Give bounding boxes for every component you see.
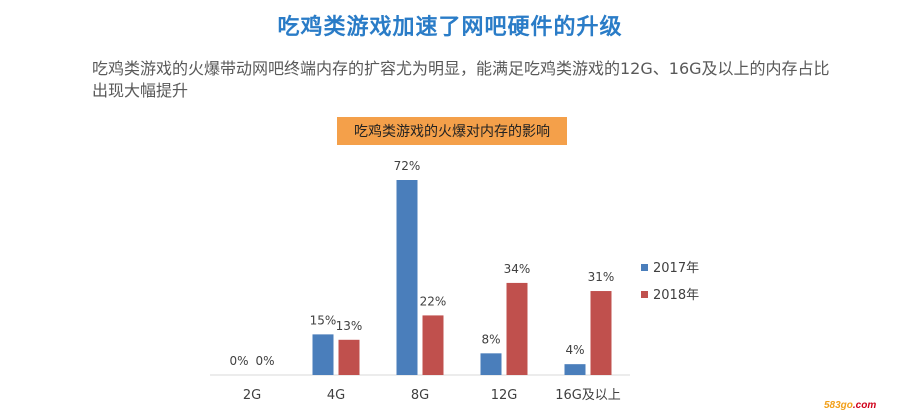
- page-subtitle: 吃鸡类游戏的火爆带动网吧终端内存的扩容尤为明显，能满足吃鸡类游戏的12G、16G…: [92, 59, 830, 100]
- bar-12G-2018年: [506, 282, 528, 375]
- x-tick-label-8G: 8G: [411, 388, 429, 403]
- bar-4G-2018年: [338, 339, 360, 375]
- data-label-4G-2017年: 15%: [310, 313, 337, 327]
- page-title: 吃鸡类游戏加速了网吧硬件的升级: [277, 15, 623, 40]
- data-label-8G-2017年: 72%: [394, 159, 421, 173]
- x-tick-label-12G: 12G: [491, 388, 518, 403]
- data-label-12G-2018年: 34%: [504, 262, 531, 276]
- watermark-part2: .com: [852, 400, 877, 411]
- data-label-2G-2018年: 0%: [255, 354, 274, 368]
- data-label-2G-2017年: 0%: [229, 354, 248, 368]
- watermark-part1: 583go: [824, 400, 853, 411]
- legend-swatch-2018年: [641, 291, 648, 298]
- legend-label-2018年: 2018年: [653, 288, 699, 303]
- bar-16G及以上-2017年: [564, 364, 586, 375]
- data-label-8G-2018年: 22%: [420, 294, 447, 308]
- legend-label-2017年: 2017年: [653, 261, 699, 276]
- x-tick-label-2G: 2G: [243, 388, 261, 403]
- bar-8G-2017年: [396, 180, 418, 375]
- data-label-16G及以上-2018年: 31%: [588, 270, 615, 284]
- chart-title: 吃鸡类游戏的火爆对内存的影响: [337, 117, 567, 145]
- bar-4G-2017年: [312, 334, 334, 375]
- bar-16G及以上-2018年: [590, 291, 612, 375]
- bar-12G-2017年: [480, 353, 502, 375]
- watermark: 583go.com: [824, 400, 876, 411]
- data-label-4G-2018年: 13%: [336, 319, 363, 333]
- x-tick-label-16G及以上: 16G及以上: [555, 388, 621, 403]
- data-label-12G-2017年: 8%: [481, 332, 500, 346]
- legend-swatch-2017年: [641, 264, 648, 271]
- bar-8G-2018年: [422, 315, 444, 375]
- x-tick-label-4G: 4G: [327, 388, 345, 403]
- data-label-16G及以上-2017年: 4%: [565, 343, 584, 357]
